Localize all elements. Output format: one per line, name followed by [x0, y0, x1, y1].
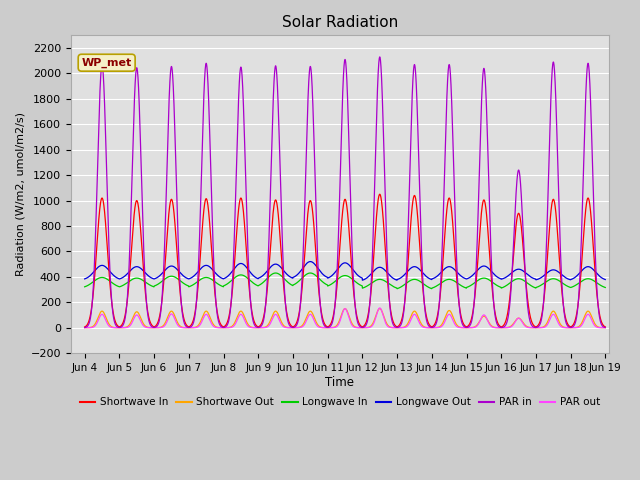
PAR in: [81, 324, 88, 330]
PAR out: [81, 325, 88, 331]
PAR in: [376, 54, 383, 60]
Longwave In: [393, 286, 401, 291]
Longwave In: [174, 276, 182, 282]
Shortwave In: [601, 324, 609, 330]
PAR out: [325, 325, 333, 331]
PAR out: [174, 323, 182, 328]
Shortwave Out: [433, 324, 440, 330]
Longwave Out: [461, 276, 469, 282]
Longwave In: [433, 283, 440, 289]
Shortwave In: [433, 316, 440, 322]
PAR in: [602, 324, 609, 330]
PAR out: [491, 324, 499, 330]
Shortwave In: [325, 323, 333, 329]
PAR out: [601, 325, 609, 331]
Longwave Out: [602, 276, 609, 282]
Longwave In: [326, 282, 333, 288]
Shortwave Out: [461, 325, 469, 331]
Line: Shortwave Out: Shortwave Out: [84, 309, 605, 328]
Line: Longwave Out: Longwave Out: [84, 262, 605, 280]
Line: Shortwave In: Shortwave In: [84, 194, 605, 327]
X-axis label: Time: Time: [325, 375, 355, 389]
Shortwave In: [174, 266, 182, 272]
PAR in: [461, 324, 469, 330]
Shortwave In: [602, 324, 609, 330]
Line: Longwave In: Longwave In: [84, 273, 605, 288]
Longwave In: [461, 285, 469, 291]
Shortwave Out: [341, 306, 349, 312]
PAR in: [601, 324, 609, 330]
Longwave Out: [326, 275, 333, 280]
Y-axis label: Radiation (W/m2, umol/m2/s): Radiation (W/m2, umol/m2/s): [15, 112, 25, 276]
Shortwave Out: [81, 325, 88, 331]
PAR in: [433, 319, 440, 325]
Longwave Out: [81, 276, 88, 282]
Shortwave In: [497, 324, 505, 330]
Longwave Out: [358, 277, 366, 283]
Shortwave In: [376, 192, 383, 197]
PAR in: [174, 240, 182, 245]
Longwave Out: [174, 268, 182, 274]
PAR out: [433, 325, 440, 331]
Longwave In: [272, 270, 280, 276]
Shortwave Out: [325, 325, 333, 331]
Line: PAR out: PAR out: [84, 308, 605, 328]
Longwave Out: [601, 276, 609, 282]
Longwave Out: [433, 274, 440, 279]
Shortwave Out: [174, 321, 182, 326]
PAR in: [325, 324, 333, 330]
PAR out: [376, 305, 383, 311]
PAR in: [491, 312, 499, 318]
Longwave In: [492, 281, 499, 287]
Longwave In: [601, 285, 609, 290]
PAR in: [497, 324, 505, 330]
Longwave In: [81, 284, 88, 290]
Line: PAR in: PAR in: [84, 57, 605, 327]
Shortwave Out: [601, 325, 609, 331]
PAR out: [602, 325, 609, 331]
PAR out: [461, 325, 469, 331]
Shortwave In: [81, 324, 88, 330]
Shortwave In: [491, 310, 499, 315]
Legend: Shortwave In, Shortwave Out, Longwave In, Longwave Out, PAR in, PAR out: Shortwave In, Shortwave Out, Longwave In…: [76, 393, 604, 411]
Longwave Out: [307, 259, 314, 264]
Shortwave Out: [497, 325, 505, 331]
Longwave In: [602, 285, 609, 290]
Longwave Out: [492, 272, 499, 278]
Text: WP_met: WP_met: [81, 58, 132, 68]
Title: Solar Radiation: Solar Radiation: [282, 15, 398, 30]
Shortwave Out: [602, 325, 609, 331]
Shortwave Out: [491, 324, 499, 330]
Shortwave In: [461, 324, 469, 329]
PAR out: [497, 325, 505, 331]
